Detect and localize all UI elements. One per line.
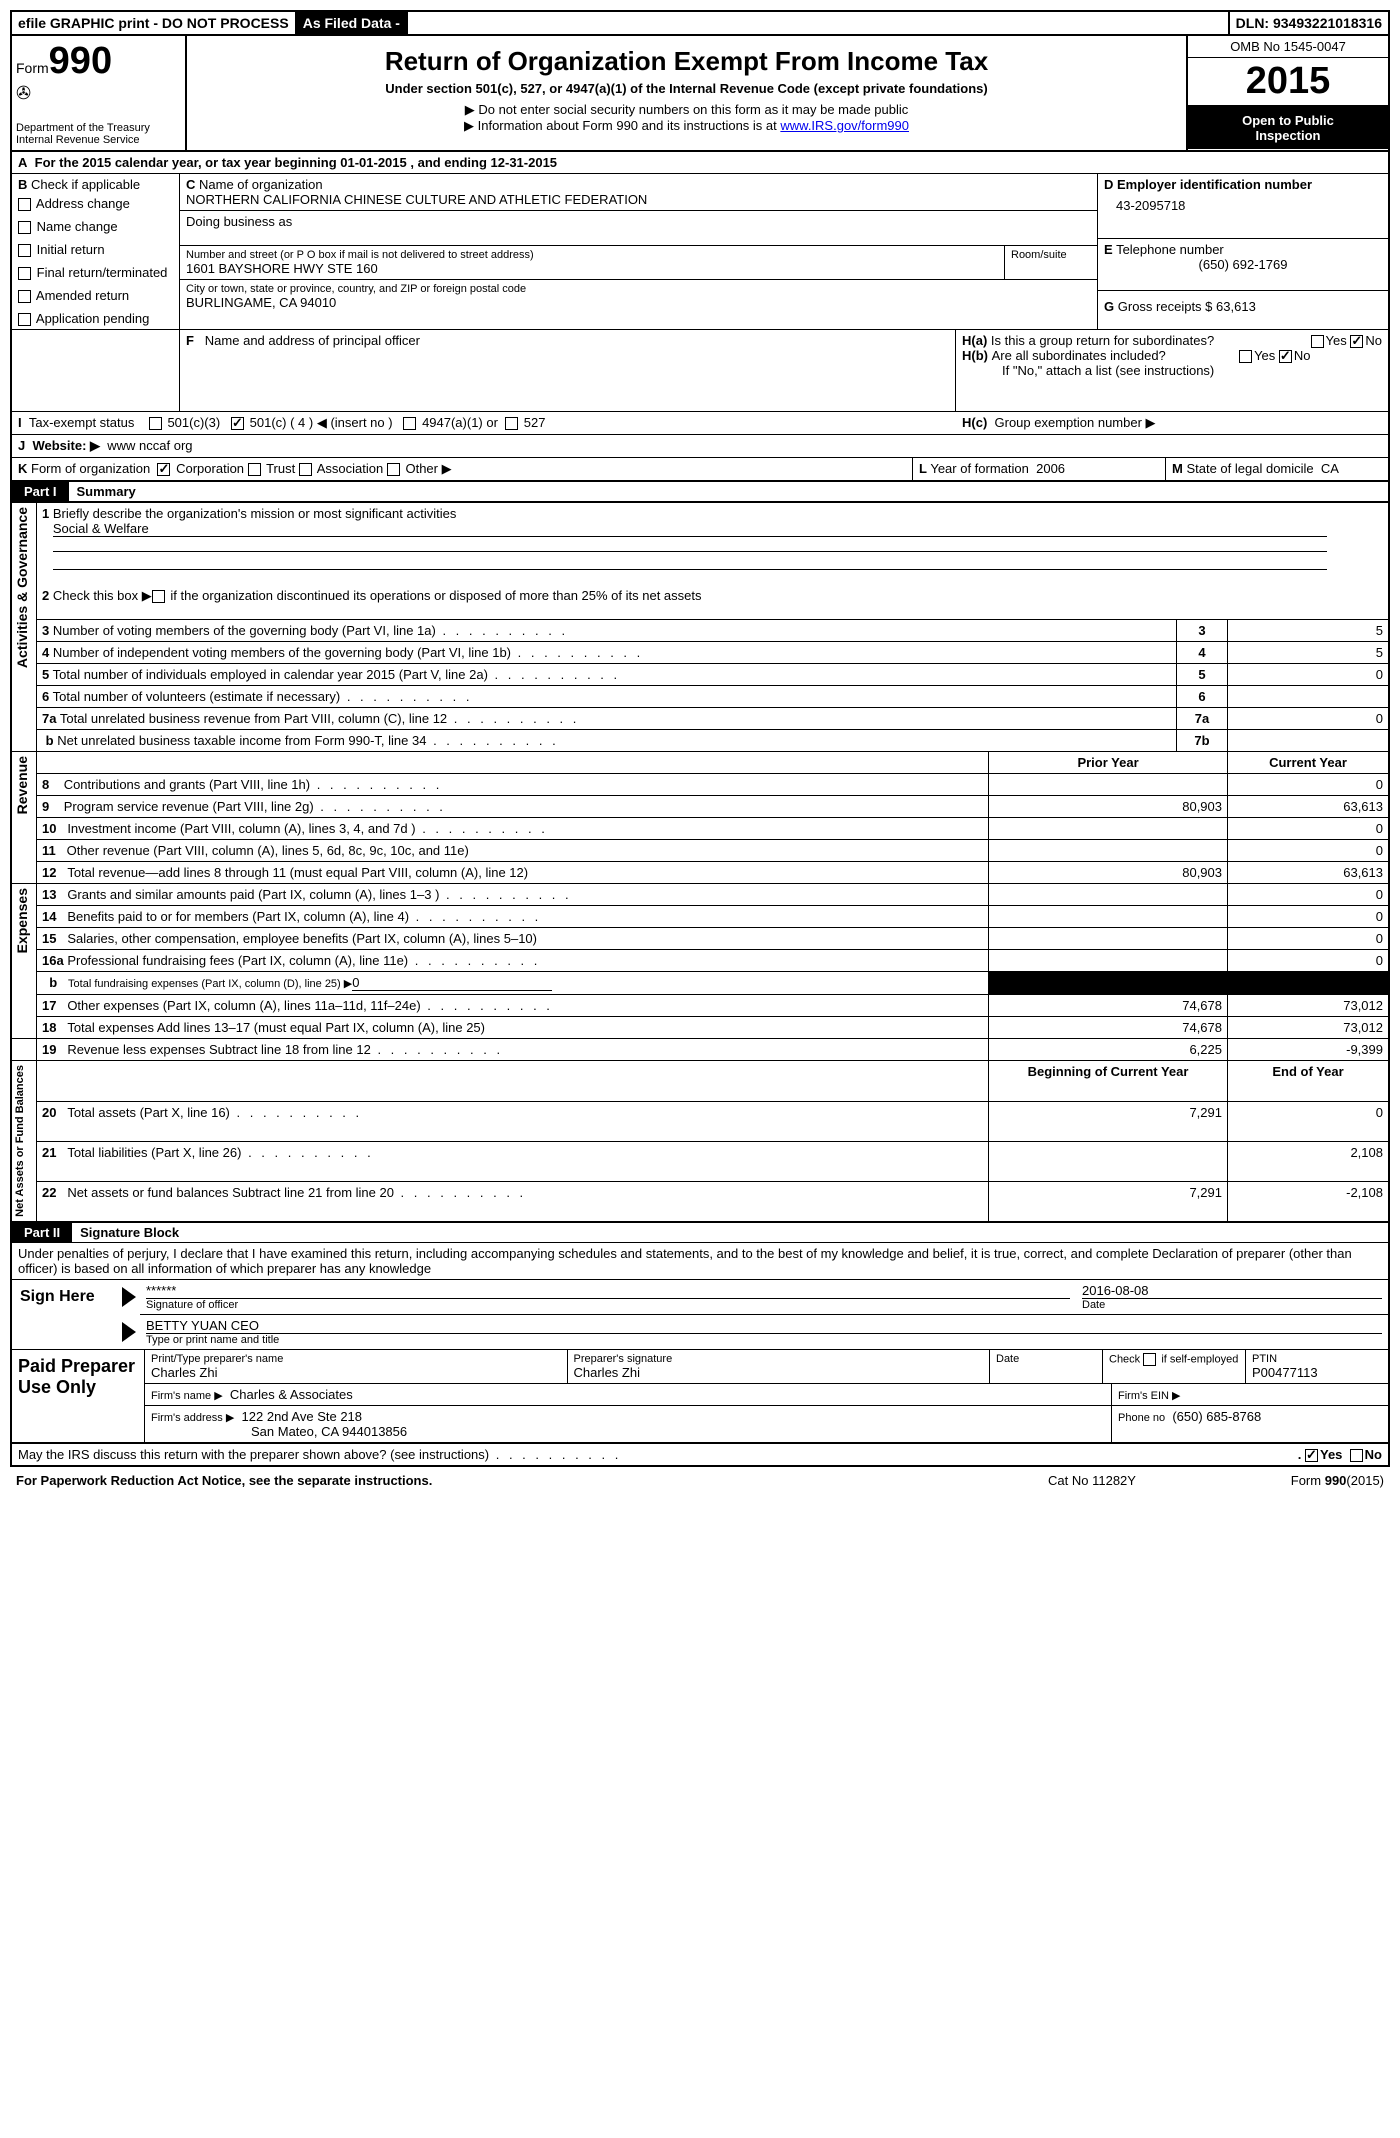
cb-amended[interactable] bbox=[18, 290, 31, 303]
org-name: NORTHERN CALIFORNIA CHINESE CULTURE AND … bbox=[186, 192, 1091, 207]
cb-initial-return[interactable] bbox=[18, 244, 31, 257]
dept-label: Department of the Treasury bbox=[16, 122, 181, 134]
section-f: F Name and address of principal officer bbox=[179, 330, 956, 411]
cb-hb-yes[interactable] bbox=[1239, 350, 1252, 363]
gross-receipts: 63,613 bbox=[1216, 299, 1256, 314]
entity-block: B Check if applicable Address change Nam… bbox=[10, 174, 1390, 330]
spacer bbox=[408, 12, 1230, 34]
city-state-zip: BURLINGAME, CA 94010 bbox=[186, 295, 1091, 310]
officer-name: BETTY YUAN CEO bbox=[146, 1318, 1382, 1334]
form-title: Return of Organization Exempt From Incom… bbox=[193, 46, 1180, 77]
asfiled-label: As Filed Data - bbox=[297, 12, 408, 34]
cb-527[interactable] bbox=[505, 417, 518, 430]
street-address: 1601 BAYSHORE HWY STE 160 bbox=[186, 261, 998, 276]
public-inspection: Open to PublicInspection bbox=[1188, 107, 1388, 149]
form-number: Form990 bbox=[16, 40, 181, 83]
line-i: I Tax-exempt status 501(c)(3) 501(c) ( 4… bbox=[10, 412, 1390, 435]
header-mid: Return of Organization Exempt From Incom… bbox=[187, 36, 1186, 150]
section-b: B Check if applicable Address change Nam… bbox=[12, 174, 180, 329]
line-j: J Website: ▶ www nccaf org bbox=[10, 435, 1390, 458]
cb-501c[interactable] bbox=[231, 417, 244, 430]
part2-header: Part II Signature Block bbox=[10, 1222, 1390, 1243]
header-left: Form990 ✇ Department of the Treasury Int… bbox=[12, 36, 187, 150]
cb-discuss-no[interactable] bbox=[1350, 1449, 1363, 1462]
discuss-row: May the IRS discuss this return with the… bbox=[10, 1444, 1390, 1467]
ein: 43-2095718 bbox=[1116, 198, 1382, 213]
side-expenses: Expenses bbox=[12, 884, 32, 957]
cb-app-pending[interactable] bbox=[18, 313, 31, 326]
form-990-page: efile GRAPHIC print - DO NOT PROCESS As … bbox=[10, 10, 1390, 1494]
cb-501c3[interactable] bbox=[149, 417, 162, 430]
irs-label: Internal Revenue Service bbox=[16, 134, 181, 146]
cb-final-return[interactable] bbox=[18, 267, 31, 280]
line-klm: K Form of organization Corporation Trust… bbox=[10, 458, 1390, 481]
cb-self-employed[interactable] bbox=[1143, 1353, 1156, 1366]
form-subtitle: Under section 501(c), 527, or 4947(a)(1)… bbox=[193, 81, 1180, 96]
cb-other[interactable] bbox=[387, 463, 400, 476]
arrow-icon bbox=[122, 1287, 136, 1307]
cb-4947[interactable] bbox=[403, 417, 416, 430]
section-c: C Name of organization NORTHERN CALIFORN… bbox=[180, 174, 1097, 329]
dln: DLN: 93493221018316 bbox=[1230, 12, 1388, 34]
note-ssn: ▶ Do not enter social security numbers o… bbox=[193, 102, 1180, 118]
cb-ha-no[interactable] bbox=[1350, 335, 1363, 348]
omb-number: OMB No 1545-0047 bbox=[1188, 36, 1388, 58]
side-revenue: Revenue bbox=[12, 752, 32, 818]
website: www nccaf org bbox=[107, 438, 192, 453]
summary-table: Activities & Governance 1 Briefly descri… bbox=[10, 502, 1390, 1222]
dba: Doing business as bbox=[180, 211, 1097, 246]
sign-here-block: Sign Here ****** Signature of officer 20… bbox=[10, 1280, 1390, 1350]
form-header: Form990 ✇ Department of the Treasury Int… bbox=[10, 36, 1390, 152]
part1-header: Part I Summary bbox=[10, 481, 1390, 502]
cb-name-change[interactable] bbox=[18, 221, 31, 234]
cb-corp[interactable] bbox=[157, 463, 170, 476]
perjury-statement: Under penalties of perjury, I declare th… bbox=[10, 1243, 1390, 1280]
cb-discontinued[interactable] bbox=[152, 590, 165, 603]
tax-year: 2015 bbox=[1188, 58, 1388, 107]
top-bar: efile GRAPHIC print - DO NOT PROCESS As … bbox=[10, 10, 1390, 36]
fh-block: F Name and address of principal officer … bbox=[10, 330, 1390, 412]
preparer-block: Paid Preparer Use Only Print/Type prepar… bbox=[10, 1350, 1390, 1444]
cb-trust[interactable] bbox=[248, 463, 261, 476]
section-h: H(a) Is this a group return for subordin… bbox=[956, 330, 1388, 411]
cb-discuss-yes[interactable] bbox=[1305, 1449, 1318, 1462]
telephone: (650) 692-1769 bbox=[1104, 257, 1382, 272]
cb-hb-no[interactable] bbox=[1279, 350, 1292, 363]
cb-assoc[interactable] bbox=[299, 463, 312, 476]
cb-ha-yes[interactable] bbox=[1311, 335, 1324, 348]
note-instructions: ▶ Information about Form 990 and its ins… bbox=[193, 118, 1180, 134]
header-right: OMB No 1545-0047 2015 Open to PublicInsp… bbox=[1186, 36, 1388, 150]
arrow-icon bbox=[122, 1322, 136, 1342]
cb-address-change[interactable] bbox=[18, 198, 31, 211]
efile-notice: efile GRAPHIC print - DO NOT PROCESS bbox=[12, 12, 297, 34]
side-netassets: Net Assets or Fund Balances bbox=[12, 1061, 28, 1221]
irs-link[interactable]: www.IRS.gov/form990 bbox=[780, 118, 909, 133]
section-deg: D Employer identification number 43-2095… bbox=[1097, 174, 1388, 329]
footer-row: For Paperwork Reduction Act Notice, see … bbox=[10, 1467, 1390, 1494]
side-governance: Activities & Governance bbox=[12, 503, 32, 672]
line-a: A For the 2015 calendar year, or tax yea… bbox=[10, 152, 1390, 174]
